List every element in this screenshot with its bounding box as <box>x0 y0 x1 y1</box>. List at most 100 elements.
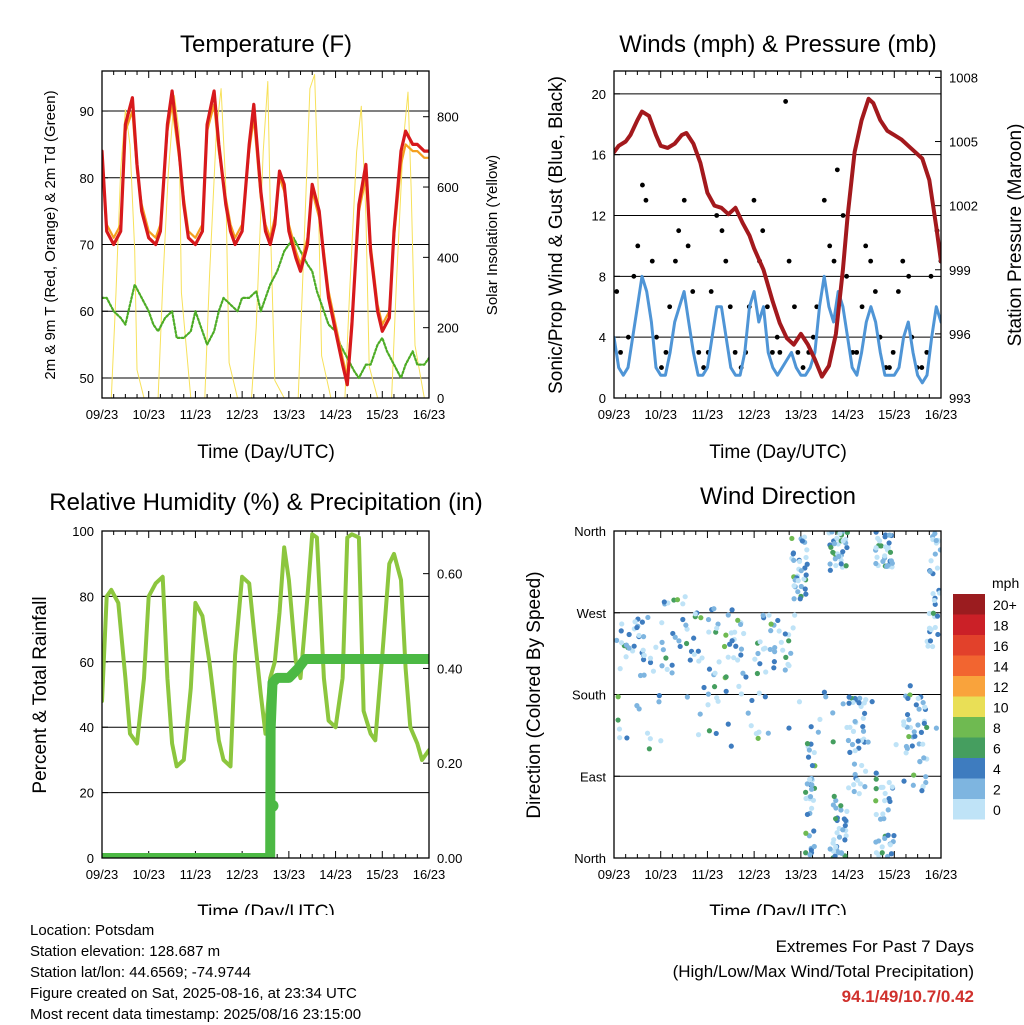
direction-point <box>805 754 812 760</box>
direction-point <box>828 544 834 550</box>
x-tick-label: 09/23 <box>598 867 631 882</box>
direction-point <box>856 791 862 797</box>
direction-point <box>728 630 734 636</box>
direction-point <box>843 818 849 824</box>
direction-point <box>755 735 761 741</box>
y2-tick-label: 400 <box>437 250 459 265</box>
direction-point <box>829 531 835 535</box>
elevation-text: Station elevation: 128.687 m <box>30 943 221 960</box>
y-tick-label: South <box>572 688 606 703</box>
direction-point <box>857 695 863 701</box>
legend-label: 18 <box>993 618 1009 634</box>
direction-point <box>762 694 768 700</box>
legend-swatch <box>953 717 985 738</box>
direction-point <box>641 652 647 659</box>
direction-point <box>887 798 893 805</box>
direction-point <box>873 776 879 782</box>
direction-point <box>857 781 863 787</box>
direction-point <box>780 647 786 653</box>
direction-point <box>760 612 766 618</box>
direction-point <box>772 649 778 655</box>
legend-swatch <box>953 696 985 717</box>
gust-point <box>701 365 707 370</box>
y-tick-label: North <box>574 524 606 539</box>
gust-point <box>786 258 792 264</box>
temperature-y2-label: Solar Insolation (Yellow) <box>484 155 501 315</box>
direction-point <box>903 743 910 750</box>
gust-point <box>821 197 827 203</box>
direction-point <box>873 545 879 551</box>
legend-label: 16 <box>993 638 1009 654</box>
gust-point <box>863 243 869 249</box>
direction-point <box>863 697 869 703</box>
direction-point <box>711 606 717 612</box>
direction-point <box>926 625 933 631</box>
direction-point <box>626 631 632 638</box>
direction-point <box>659 639 665 645</box>
legend-swatch <box>953 778 985 799</box>
direction-point <box>910 782 916 788</box>
y-tick-label: West <box>577 606 607 621</box>
winds-y2-label: Station Pressure (Maroon) <box>1005 124 1024 347</box>
direction-point <box>846 694 852 700</box>
direction-point <box>873 560 879 567</box>
direction-point <box>640 647 646 653</box>
temperature-title: Temperature (F) <box>180 31 352 58</box>
direction-point <box>712 670 718 676</box>
direction-point <box>921 720 927 726</box>
direction-point <box>669 670 675 676</box>
direction-point <box>617 735 623 741</box>
direction-point <box>735 617 741 623</box>
direction-point <box>837 531 843 537</box>
gust-point <box>727 304 733 310</box>
y2-tick-label: 0.40 <box>437 661 462 676</box>
x-tick-label: 12/23 <box>226 867 259 882</box>
direction-point <box>626 645 632 651</box>
direction-point <box>839 850 845 856</box>
direction-point <box>834 535 840 541</box>
direction-point <box>615 694 621 700</box>
y-tick-label: 50 <box>80 371 94 386</box>
y-tick-label: 0 <box>599 391 606 406</box>
direction-point <box>930 610 937 616</box>
direction-point <box>692 611 698 617</box>
gust-point <box>900 258 906 264</box>
direction-point <box>827 846 833 852</box>
direction-point <box>876 853 882 858</box>
extremes-subtitle: (High/Low/Max Wind/Total Precipitation) <box>672 962 974 981</box>
direction-point <box>811 843 817 850</box>
direction-point <box>670 630 676 637</box>
y-tick-label: 12 <box>592 208 606 223</box>
direction-point <box>911 772 917 778</box>
direction-point <box>845 737 852 744</box>
winds-title: Winds (mph) & Pressure (mb) <box>619 31 936 58</box>
plot-frame <box>101 70 430 399</box>
direction-point <box>723 688 729 694</box>
direction-point <box>696 658 702 664</box>
plot-frame <box>101 530 430 859</box>
humidity-title: Relative Humidity (%) & Precipitation (i… <box>49 489 482 516</box>
direction-point <box>659 620 665 626</box>
x-tick-label: 09/23 <box>598 407 631 422</box>
direction-point <box>856 745 862 751</box>
wind-line <box>614 274 941 385</box>
gust-point <box>859 304 865 310</box>
y2-tick-label: 999 <box>949 263 971 278</box>
direction-point <box>842 822 848 829</box>
direction-point <box>851 761 858 767</box>
x-tick-label: 09/23 <box>86 407 119 422</box>
direction-point <box>680 601 686 607</box>
direction-point <box>830 710 836 716</box>
direction-point <box>920 741 926 747</box>
direction-point <box>830 802 836 808</box>
direction-point <box>741 630 747 637</box>
direction-point <box>788 650 794 656</box>
direction-point <box>831 541 838 547</box>
direction-point <box>647 659 654 666</box>
direction-point <box>790 625 796 631</box>
direction-point <box>644 730 651 736</box>
gust-point <box>714 213 720 218</box>
direction-point <box>683 622 689 628</box>
wind-direction-x-label: Time (Day/UTC) <box>709 902 847 915</box>
latlon-text: Station lat/lon: 44.6569; -74.9744 <box>30 964 252 981</box>
